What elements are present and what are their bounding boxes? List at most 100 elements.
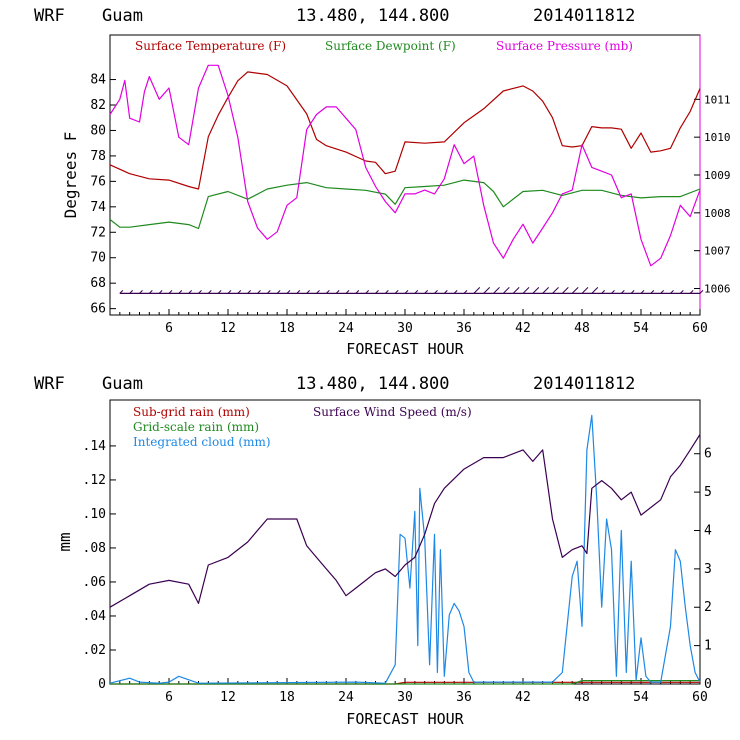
- wind-barb: [227, 290, 232, 294]
- wind-barb: [463, 290, 468, 294]
- wind-barb: [198, 290, 202, 294]
- wind-barb: [325, 290, 330, 294]
- bottom-legend-gridscale-rain: Grid-scale rain (mm): [133, 420, 259, 434]
- bottom-legend-subgrid-rain: Sub-grid rain (mm): [133, 405, 250, 419]
- bottom-y-label: mm: [55, 532, 74, 551]
- y-tick-label: 78: [90, 149, 106, 164]
- top-header-init: 2014011812: [533, 6, 635, 26]
- top-header: WRF Guam 13.480, 144.800 2014011812: [34, 6, 635, 26]
- y2-tick-label: 1008: [704, 207, 731, 220]
- series-line-surface-temperature-f-: [109, 71, 701, 190]
- wind-barb: [620, 290, 625, 294]
- wind-barb: [670, 290, 674, 294]
- x-tick-label: 60: [692, 690, 708, 705]
- series-line-grid-scale-rain-mm-: [110, 679, 700, 685]
- y2-tick-label: 1006: [704, 283, 731, 296]
- bottom-y2-axis: 0 1 2 3 4 5 6: [694, 447, 712, 692]
- wind-barb: [355, 290, 360, 294]
- wind-barb: [384, 290, 389, 294]
- y-tick-label: .06: [83, 575, 106, 590]
- bottom-header-init: 2014011812: [533, 374, 635, 394]
- y-tick-label: 84: [90, 73, 106, 88]
- y-tick-label: 70: [90, 251, 106, 266]
- y-tick-label: 0: [98, 677, 106, 692]
- top-legend-pressure: Surface Pressure (mb): [496, 39, 633, 53]
- wind-barb: [443, 290, 448, 294]
- y-tick-label: 68: [90, 276, 106, 291]
- wind-barb: [158, 290, 163, 294]
- y2-tick-label: 0: [704, 677, 712, 692]
- y2-tick-label: 6: [704, 447, 712, 462]
- series-line-surface-pressure-mb-: [109, 64, 701, 267]
- wind-barb: [414, 290, 419, 294]
- wind-barb: [493, 287, 500, 294]
- wind-barb: [306, 290, 311, 294]
- wind-barb: [650, 290, 655, 294]
- y2-tick-label: 5: [704, 485, 712, 500]
- wind-barb: [237, 290, 242, 294]
- wind-barb: [512, 287, 520, 294]
- wind-barb: [689, 290, 694, 294]
- wind-barb: [601, 290, 606, 294]
- wind-barb: [453, 290, 458, 294]
- x-tick-label: 54: [633, 690, 649, 705]
- wind-barb: [345, 290, 350, 294]
- x-tick-label: 48: [574, 690, 590, 705]
- x-tick-label: 30: [397, 321, 413, 336]
- wind-barb: [630, 290, 635, 294]
- wind-barb: [394, 290, 399, 294]
- x-tick-label: 6: [165, 321, 173, 336]
- wind-barb: [266, 290, 271, 294]
- wind-barb: [611, 290, 615, 294]
- top-legend-temperature: Surface Temperature (F): [135, 39, 286, 53]
- x-tick-label: 18: [279, 321, 295, 336]
- bottom-header-coords: 13.480, 144.800: [296, 374, 450, 394]
- wind-barb: [571, 287, 579, 294]
- wind-barbs: [119, 287, 704, 294]
- top-header-location: Guam: [102, 6, 143, 26]
- y-tick-label: .14: [83, 439, 107, 454]
- y2-tick-label: 1011: [704, 93, 731, 106]
- wind-barb: [178, 290, 183, 294]
- series-line-surface-dewpoint-f-: [109, 179, 701, 230]
- y2-tick-label: 1009: [704, 169, 731, 182]
- y-tick-label: 74: [90, 200, 106, 215]
- wind-barb: [699, 290, 704, 294]
- y2-tick-label: 4: [704, 523, 712, 538]
- x-tick-label: 48: [574, 321, 590, 336]
- wind-barb: [207, 290, 212, 294]
- y2-tick-label: 1010: [704, 131, 731, 144]
- wind-barb: [581, 287, 589, 294]
- x-tick-label: 30: [397, 690, 413, 705]
- wind-barb: [522, 287, 530, 294]
- wind-barb: [119, 290, 124, 294]
- wind-barb: [375, 290, 379, 294]
- y-tick-label: .12: [83, 473, 106, 488]
- x-tick-label: 18: [279, 690, 295, 705]
- wind-barb: [296, 290, 301, 294]
- x-tick-label: 42: [515, 690, 531, 705]
- wind-barb: [660, 290, 665, 294]
- y-tick-label: .04: [83, 609, 107, 624]
- top-x-label: FORECAST HOUR: [346, 340, 464, 358]
- series-line-integrated-cloud-mm-: [109, 414, 701, 684]
- wind-barb: [424, 290, 429, 294]
- wind-barb: [168, 290, 173, 294]
- top-y-label: Degrees F: [61, 132, 80, 219]
- y2-tick-label: 2: [704, 600, 712, 615]
- wind-barb: [591, 287, 599, 294]
- x-tick-label: 24: [338, 690, 354, 705]
- wind-barb: [148, 290, 153, 294]
- wind-barb: [542, 287, 550, 294]
- y-tick-label: 82: [90, 98, 106, 113]
- bottom-legend-integrated-cloud: Integrated cloud (mm): [133, 435, 271, 449]
- bottom-header-model: WRF: [34, 374, 65, 394]
- top-y-axis: 66 68 70 72 74 76 78 80 82 84: [90, 73, 116, 317]
- bottom-y-axis: 0 .02 .04 .06 .08 .10 .12 .14: [83, 439, 116, 692]
- wind-barb: [247, 290, 252, 294]
- wind-barb: [365, 290, 370, 294]
- top-legend-dewpoint: Surface Dewpoint (F): [325, 39, 456, 53]
- wind-barb: [532, 287, 540, 294]
- wind-barb: [473, 287, 481, 294]
